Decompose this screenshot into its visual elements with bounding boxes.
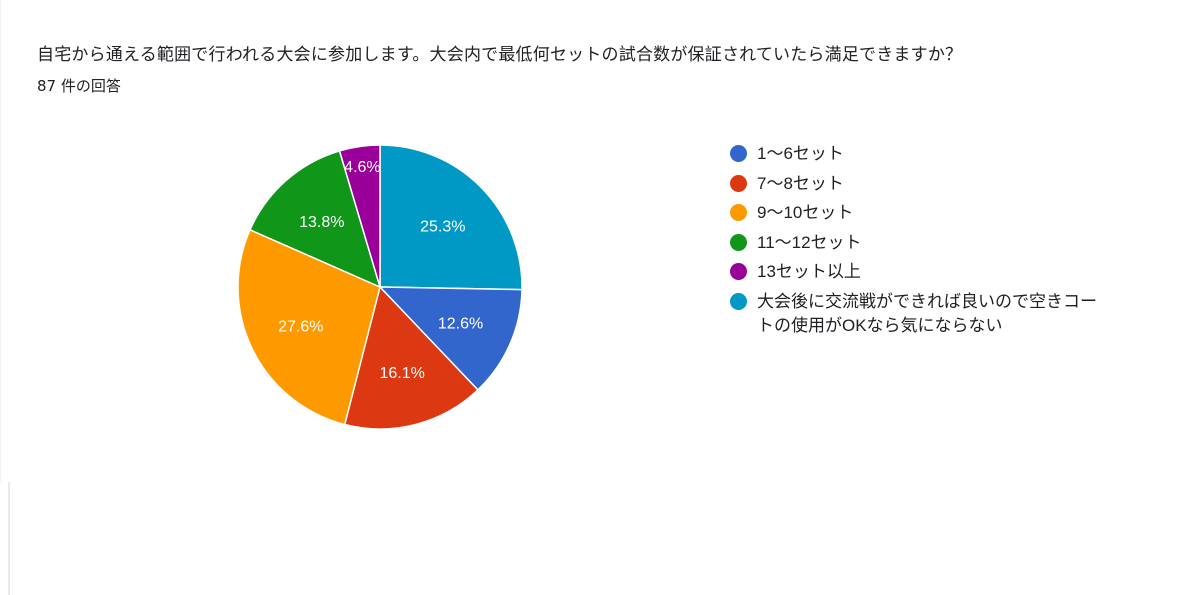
question-title: 自宅から通える範囲で行われる大会に参加します。大会内で最低何セットの試合数が保証… (37, 45, 963, 65)
pie-slice[interactable] (378, 286, 523, 391)
slice-percentage-label: 27.6% (278, 318, 323, 335)
legend-dot-icon (730, 174, 747, 192)
slice-percentage-label: 16.1% (379, 365, 424, 382)
legend-label: 大会後に交流戦ができれば良いので空きコートの使用がOKなら気にならない (757, 291, 1097, 335)
legend-dot-icon (730, 292, 747, 310)
slice-percentage-label: 25.3% (420, 218, 465, 235)
legend-dot-icon (730, 145, 747, 162)
pie-slice[interactable] (343, 285, 479, 430)
legend-dot-icon (730, 204, 747, 222)
card-left-border (0, 0, 1, 482)
legend-item-1-6-sets[interactable]: 1〜6セット (730, 142, 1097, 172)
legend-dot-icon (730, 263, 747, 281)
legend-item-11-12-sets[interactable]: 11〜12セット (730, 231, 1097, 261)
response-count: 87 件の回答 (37, 77, 121, 95)
legend-label: 1〜6セット (757, 144, 844, 163)
slice-percentage-label: 4.6% (344, 159, 380, 176)
pie-slice[interactable] (249, 149, 382, 289)
pie-slice[interactable] (338, 144, 381, 288)
legend-label: 13セット以上 (757, 262, 861, 282)
next-card-border (8, 482, 10, 595)
legend-label: 9〜10セット (757, 203, 854, 223)
legend-item-13-plus-sets[interactable]: 13セット以上 (730, 260, 1097, 290)
legend-label: 7〜8セット (757, 173, 844, 193)
pie-slice[interactable] (237, 228, 381, 426)
chart-legend: 1〜6セット 7〜8セット 9〜10セット 11〜12セット 13セット以上 大… (730, 142, 1097, 344)
legend-item-7-8-sets[interactable]: 7〜8セット (730, 172, 1097, 202)
slice-percentage-label: 13.8% (299, 214, 344, 231)
legend-label: 11〜12セット (757, 232, 862, 252)
legend-item-exchange-match[interactable]: 大会後に交流戦ができれば良いので空きコートの使用がOKなら気にならない (730, 290, 1097, 344)
legend-dot-icon (730, 233, 747, 251)
slice-percentage-label: 12.6% (438, 315, 483, 332)
legend-item-9-10-sets[interactable]: 9〜10セット (730, 201, 1097, 231)
pie-slice[interactable] (379, 144, 523, 291)
